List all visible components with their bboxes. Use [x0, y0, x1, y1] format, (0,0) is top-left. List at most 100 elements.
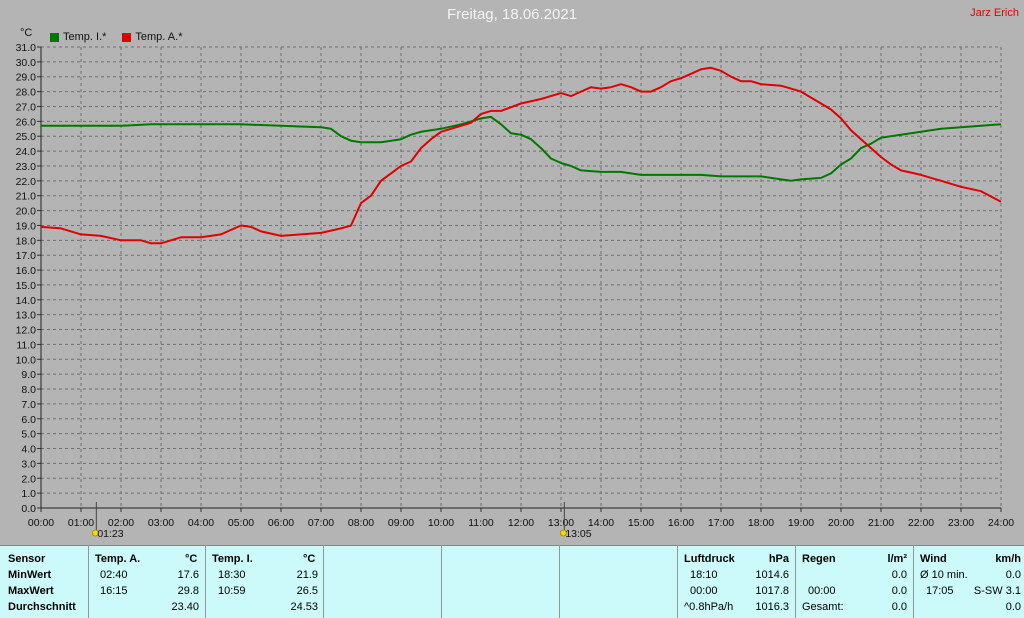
- x-tick-label: 08:00: [348, 517, 374, 529]
- marker-label: 01:23: [97, 528, 123, 540]
- y-tick-label: 14.0: [16, 295, 37, 307]
- y-tick-label: 6.0: [21, 414, 36, 426]
- x-tick-label: 11:00: [468, 517, 494, 529]
- wind-unit: km/h: [995, 553, 1021, 565]
- legend-swatch-indoor: [50, 32, 59, 42]
- temp-i-unit: °C: [303, 553, 316, 565]
- wind-header: Wind: [920, 553, 947, 565]
- pressure-trend-label: ^0.8hPa/h: [684, 601, 734, 613]
- temp-i-header: Temp. I.: [212, 553, 253, 565]
- legend-label-outdoor: Temp. A.*: [135, 31, 183, 43]
- y-tick-label: 13.0: [16, 310, 37, 322]
- table-divider: [205, 545, 206, 618]
- temp-a-min: 17.6: [177, 569, 199, 581]
- y-tick-label: 30.0: [16, 57, 37, 69]
- y-tick-label: 20.0: [16, 206, 37, 218]
- table-divider: [795, 545, 796, 618]
- x-tick-label: 24:00: [988, 517, 1014, 529]
- temp-i-min: 21.9: [296, 569, 318, 581]
- x-tick-label: 17:00: [708, 517, 734, 529]
- chart-svg: 0.0 1.0 2.0 3.0 4.0 5.0 6.0 7.0 8.0 9.0 10.0 11.0 12…: [16, 42, 1015, 540]
- y-tick-label: 22.0: [16, 176, 37, 188]
- y-axis-unit: °C: [20, 27, 33, 39]
- wind-avg-label: Ø 10 min.: [920, 569, 968, 581]
- temp-a-min-time: 02:40: [100, 569, 128, 581]
- temp-a-header: Temp. A.: [95, 553, 141, 565]
- wind-max-time: 17:05: [926, 585, 954, 597]
- y-tick-label: 17.0: [16, 250, 37, 262]
- legend-label-indoor: Temp. I.*: [63, 31, 107, 43]
- x-tick-label: 09:00: [388, 517, 414, 529]
- pressure-max-time: 00:00: [690, 585, 718, 597]
- x-tick-label: 12:00: [508, 517, 534, 529]
- table-divider: [913, 545, 914, 618]
- y-tick-label: 15.0: [16, 280, 37, 292]
- row-label-max: MaxWert: [8, 585, 54, 597]
- x-tick-label: 02:00: [108, 517, 134, 529]
- sunrise-icon: [92, 529, 99, 537]
- wind-max-dir: S-SW 3.1: [973, 585, 1021, 597]
- y-tick-label: 27.0: [16, 101, 37, 113]
- y-tick-label: 18.0: [16, 235, 37, 247]
- x-tick-label: 05:00: [228, 517, 254, 529]
- temp-i-max: 26.5: [296, 585, 318, 597]
- marker-label: 13:05: [565, 528, 591, 540]
- x-tick-label: 07:00: [308, 517, 334, 529]
- pressure-min-time: 18:10: [690, 569, 718, 581]
- pressure-min: 1014.6: [755, 569, 789, 581]
- series-line-outdoor: [40, 66, 1002, 245]
- x-tick-label: 06:00: [268, 517, 294, 529]
- y-tick-label: 24.0: [16, 146, 37, 158]
- table-divider: [559, 545, 560, 618]
- x-tick-label: 10:00: [428, 517, 454, 529]
- wind-last: 0.0: [1005, 601, 1021, 613]
- y-tick-label: 28.0: [16, 87, 37, 99]
- y-tick-label: 29.0: [16, 72, 37, 84]
- table-divider: [677, 545, 678, 618]
- x-tick-label: 19:00: [788, 517, 814, 529]
- legend-item-outdoor: Temp. A.*: [122, 31, 182, 43]
- temp-i-min-time: 18:30: [218, 569, 246, 581]
- temp-i-avg: 24.53: [290, 601, 318, 613]
- wind-avg: 0.0: [1005, 569, 1021, 581]
- y-tick-label: 8.0: [21, 384, 36, 396]
- y-tick-label: 25.0: [16, 131, 37, 143]
- x-tick-label: 01:00: [68, 517, 94, 529]
- x-tick-label: 18:00: [748, 517, 774, 529]
- y-tick-label: 23.0: [16, 161, 37, 173]
- temp-a-max-time: 16:15: [100, 585, 128, 597]
- pressure-max: 1017.8: [755, 585, 789, 597]
- rain-unit: l/m²: [887, 553, 907, 565]
- x-tick-label: 22:00: [908, 517, 934, 529]
- table-divider: [441, 545, 442, 618]
- y-tick-label: 7.0: [21, 399, 36, 411]
- series-line-indoor: [41, 115, 1002, 182]
- rain-total: 0.0: [891, 601, 907, 613]
- table-divider: [323, 545, 324, 618]
- y-tick-label: 12.0: [16, 325, 37, 337]
- chart: 0.0 1.0 2.0 3.0 4.0 5.0 6.0 7.0 8.0 9.0 10.0 11.0 12…: [16, 6, 1019, 540]
- brand-label: Jarz Erich: [970, 7, 1019, 19]
- y-tick-label: 21.0: [16, 191, 37, 203]
- y-tick-label: 2.0: [21, 473, 36, 485]
- y-tick-label: 26.0: [16, 116, 37, 128]
- legend-swatch-outdoor: [122, 32, 132, 42]
- chart-title: Freitag, 18.06.2021: [446, 6, 578, 23]
- y-tick-label: 11.0: [16, 339, 36, 351]
- y-tick-label: 1.0: [21, 488, 36, 500]
- y-tick-label: 0.0: [21, 503, 36, 515]
- pressure-unit: hPa: [768, 553, 789, 565]
- x-tick-label: 14:00: [588, 517, 614, 529]
- y-tick-label: 3.0: [21, 458, 36, 470]
- x-tick-label: 23:00: [948, 517, 974, 529]
- x-tick-label: 13:00: [548, 517, 574, 529]
- y-tick-label: 19.0: [16, 220, 37, 232]
- sensor-header: Sensor: [8, 553, 46, 565]
- rain-min: 0.0: [891, 569, 907, 581]
- x-tick-label: 03:00: [148, 517, 174, 529]
- rain-total-label: Gesamt:: [802, 601, 844, 613]
- legend-item-indoor: Temp. I.*: [50, 31, 106, 43]
- pressure-header: Luftdruck: [684, 553, 735, 565]
- temp-i-max-time: 10:59: [218, 585, 246, 597]
- temp-a-max: 29.8: [177, 585, 199, 597]
